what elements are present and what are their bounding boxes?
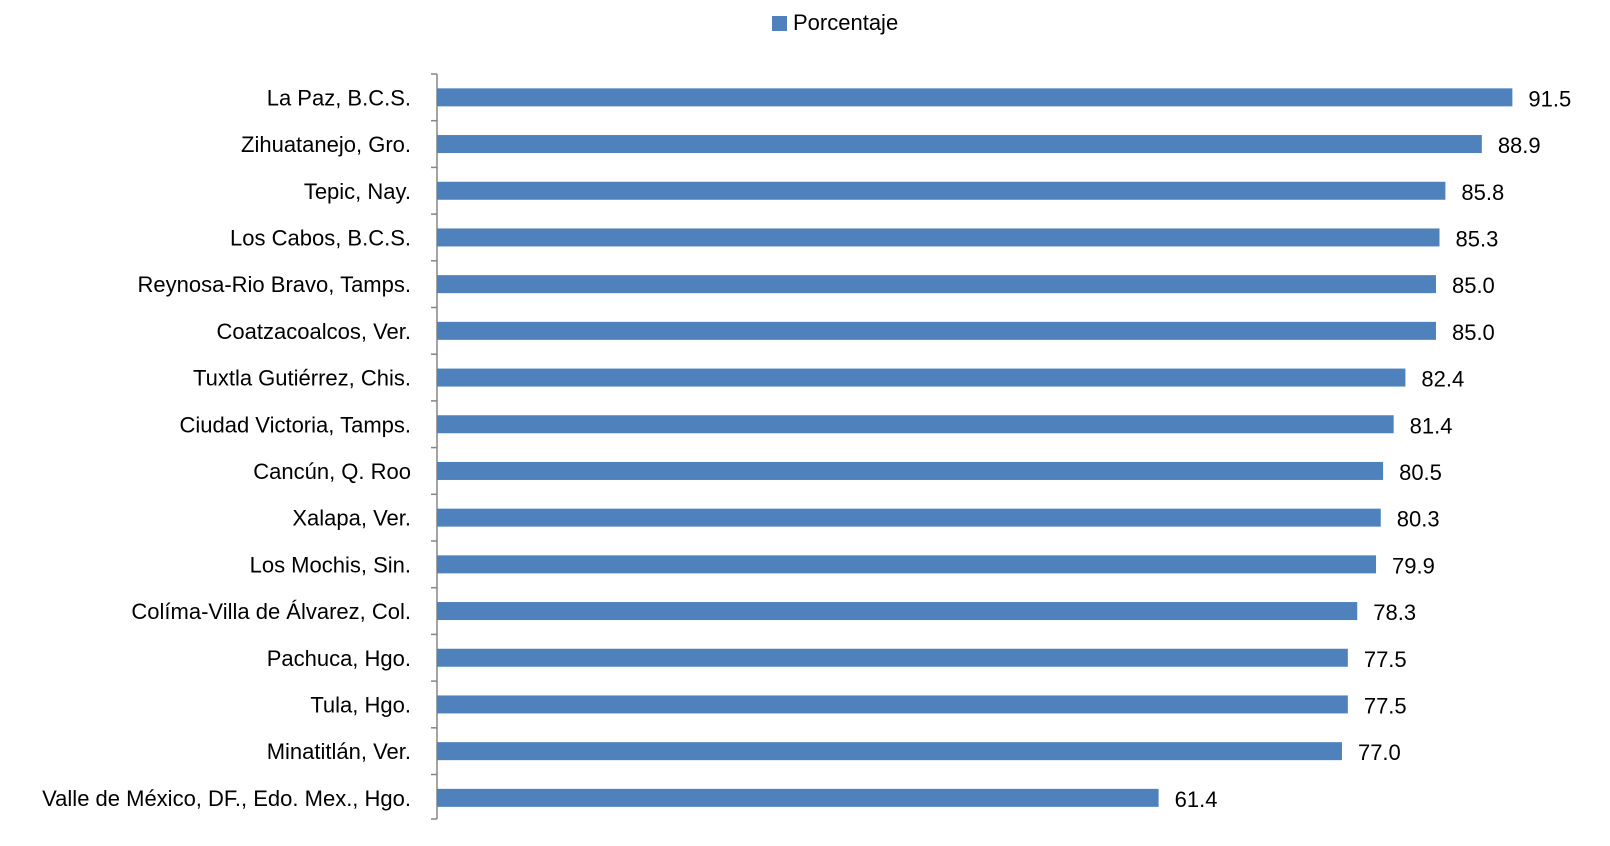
bar [437,602,1358,621]
bar [437,508,1381,527]
data-label: 91.5 [1528,86,1571,111]
data-label: 79.9 [1392,553,1435,578]
data-label: 78.3 [1373,600,1416,625]
category-label: Colíma-Villa de Álvarez, Col. [131,599,411,624]
data-label: 81.4 [1410,413,1453,438]
data-label: 85.0 [1452,320,1495,345]
category-label: Zihuatanejo, Gro. [241,132,411,157]
category-label: Cancún, Q. Roo [253,459,411,484]
bar [437,788,1159,807]
data-label: 85.0 [1452,273,1495,298]
category-label: Tula, Hgo. [310,692,411,717]
bar [437,88,1513,107]
bar [437,695,1348,714]
bar [437,648,1348,667]
legend-label: Porcentaje [793,10,899,35]
category-label: Ciudad Victoria, Tamps. [179,412,411,437]
bar [437,275,1436,294]
category-label: Tepic, Nay. [304,179,411,204]
data-label: 85.3 [1456,226,1499,251]
category-label: Coatzacoalcos, Ver. [217,319,411,344]
data-label: 82.4 [1421,367,1464,392]
data-label: 85.8 [1461,180,1504,205]
data-label: 61.4 [1175,787,1218,812]
data-label: 88.9 [1498,133,1541,158]
bar [437,321,1436,340]
category-label: Valle de México, DF., Edo. Mex., Hgo. [42,786,411,811]
category-label: Reynosa-Rio Bravo, Tamps. [138,272,412,297]
data-label: 77.5 [1364,693,1407,718]
bar [437,181,1446,200]
category-label: Los Cabos, B.C.S. [230,225,411,250]
bar [437,135,1482,154]
category-label: Tuxtla Gutiérrez, Chis. [193,366,411,391]
category-label: Los Mochis, Sin. [250,552,411,577]
legend-swatch [772,15,787,31]
bar [437,461,1384,480]
data-label: 80.3 [1397,507,1440,532]
bar [437,742,1342,761]
bar [437,368,1406,387]
category-label: La Paz, B.C.S. [267,85,411,110]
data-label: 77.0 [1358,740,1401,765]
bar [437,415,1394,434]
bar [437,228,1440,247]
category-label: Pachuca, Hgo. [267,646,411,671]
category-label: Xalapa, Ver. [292,506,411,531]
category-label: Minatitlán, Ver. [267,739,411,764]
legend: Porcentaje [772,8,898,38]
data-label: 77.5 [1364,647,1407,672]
bar [437,555,1377,574]
data-label: 80.5 [1399,460,1442,485]
